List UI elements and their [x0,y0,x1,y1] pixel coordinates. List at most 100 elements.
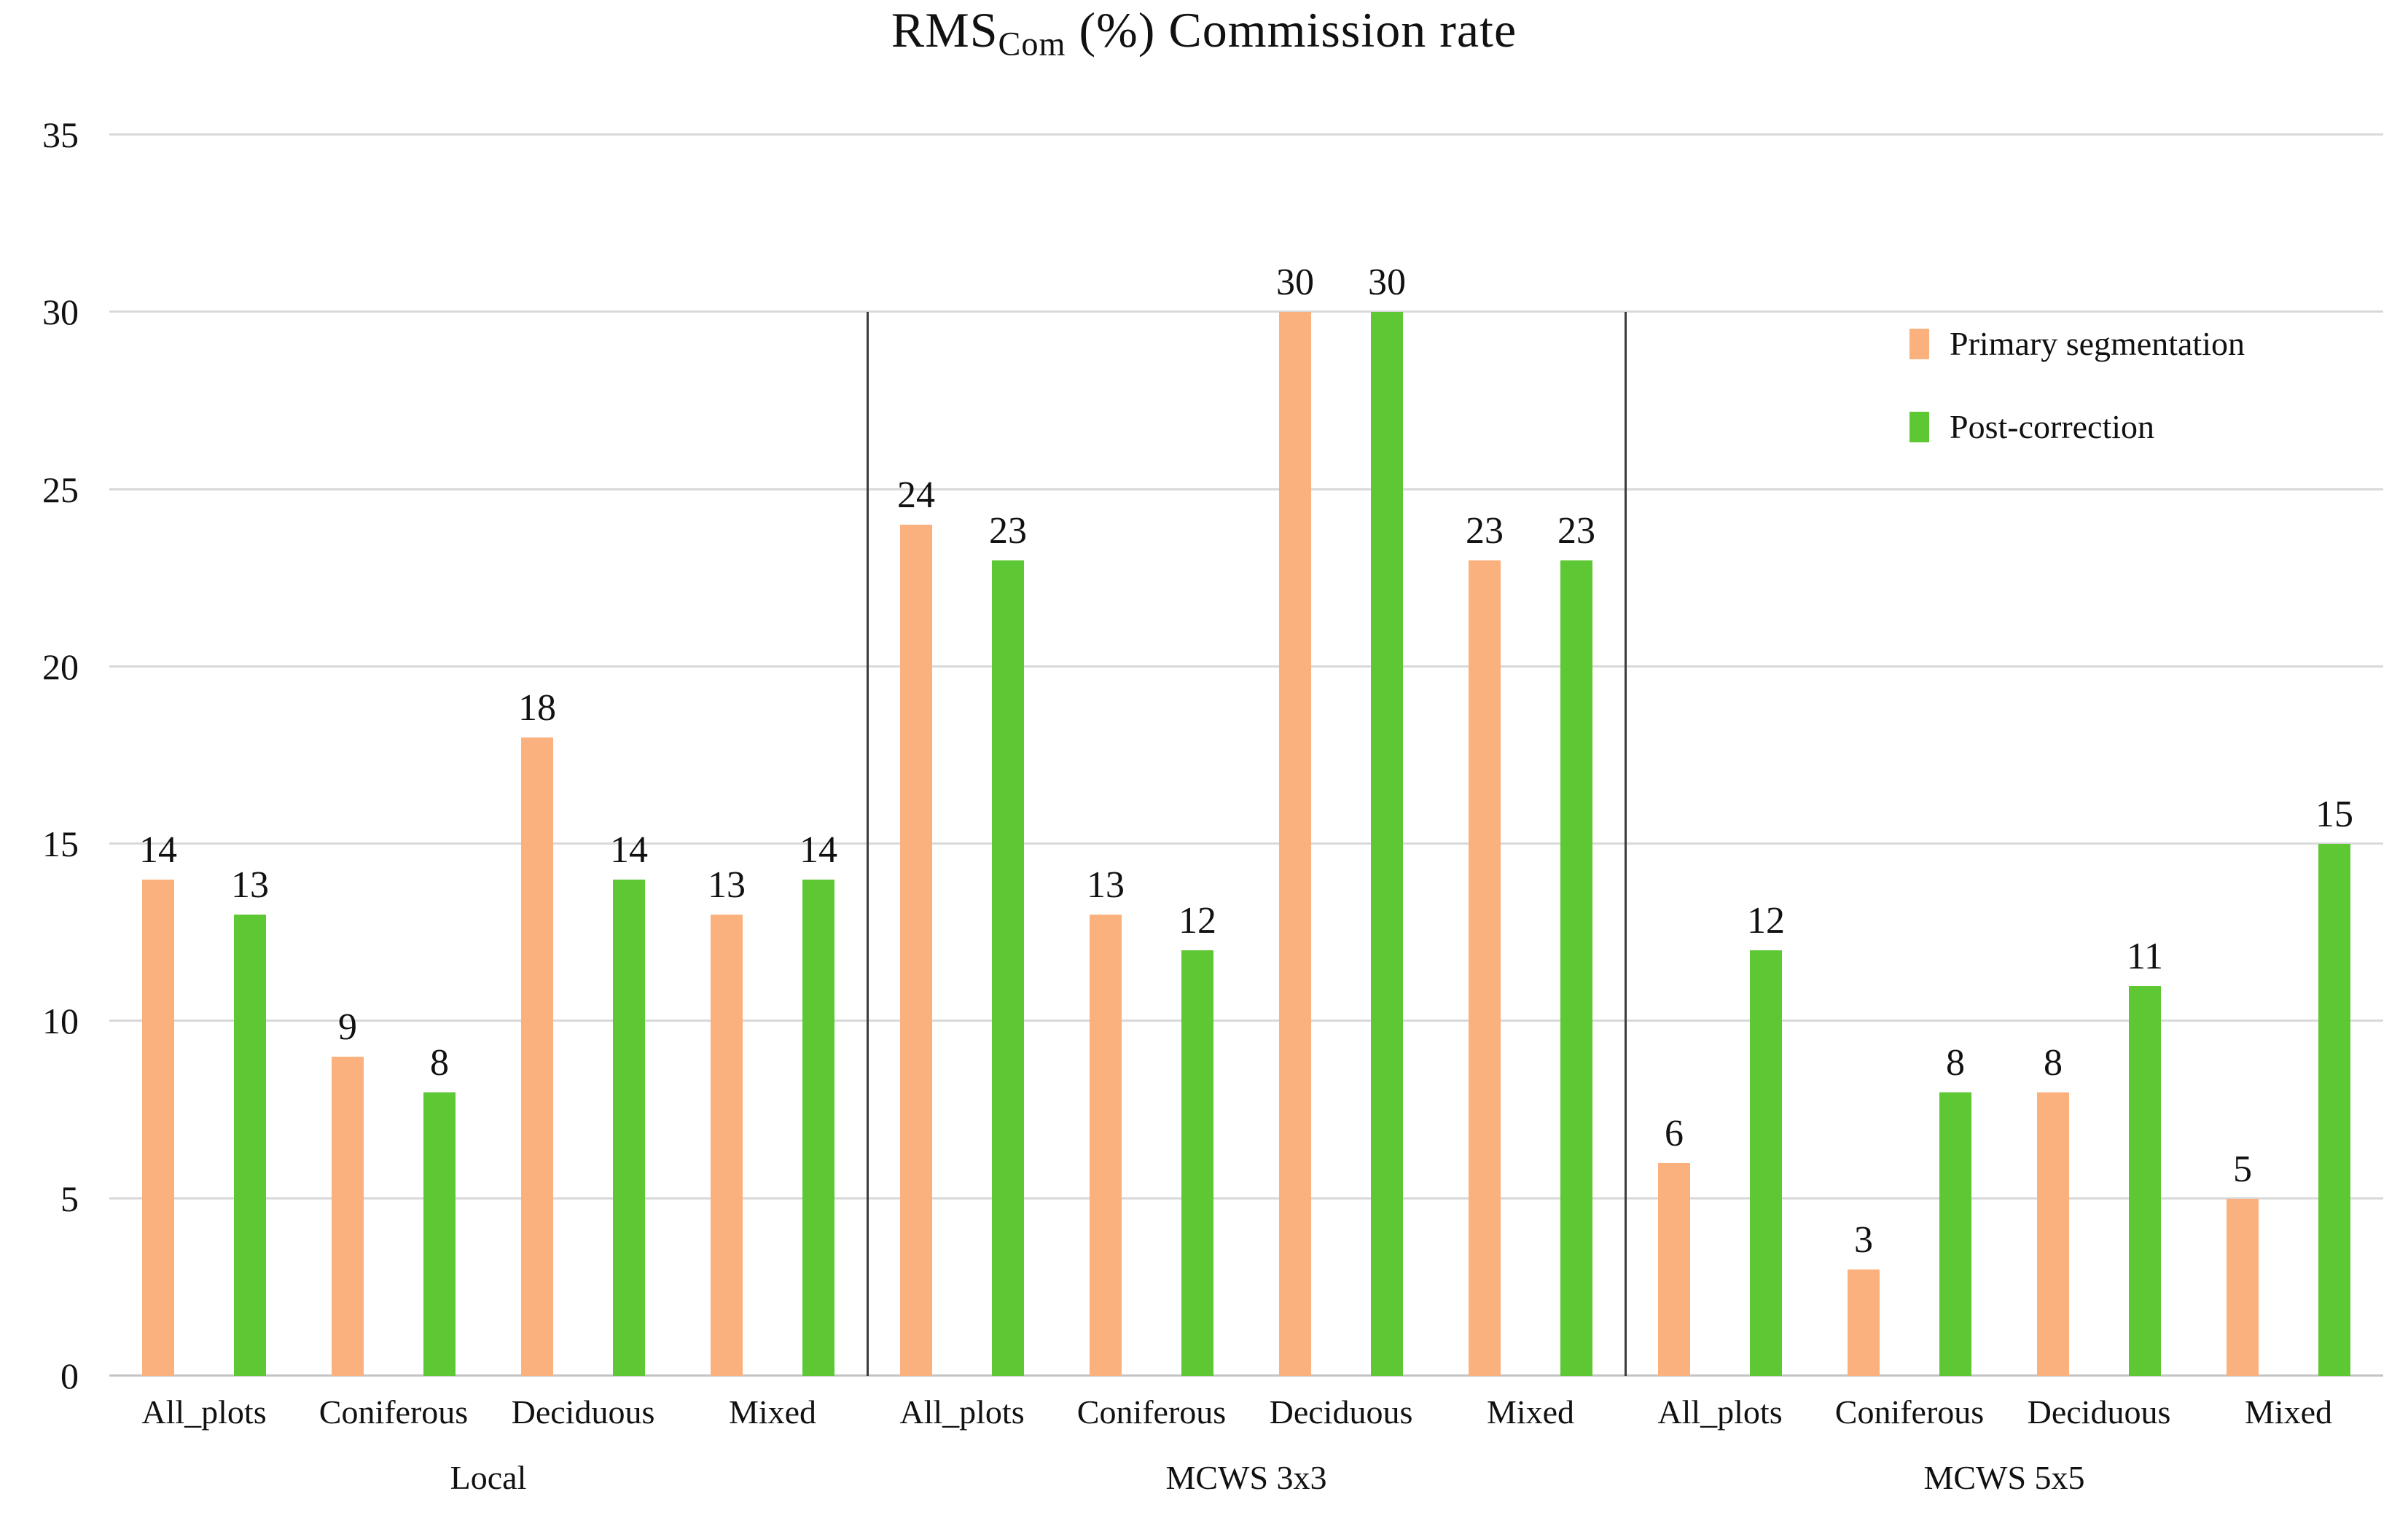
category-label: All_plots [899,1393,1025,1431]
bar-wrap: 8 [423,135,456,1376]
y-axis-tick-label: 5 [60,1178,79,1219]
gridline-10 [109,1020,2383,1022]
bar-value-label: 23 [1557,509,1595,552]
bar-post-correction [1939,1092,1971,1376]
bar-wrap: 8 [2037,135,2069,1376]
y-axis-tick-label: 20 [42,646,79,687]
bar-wrap: 14 [139,135,177,1376]
bar-wrap: 23 [1557,135,1595,1376]
legend-label-primary: Primary segmentation [1950,325,2245,362]
bar-post-correction [992,560,1024,1376]
bar-value-label: 6 [1665,1113,1684,1155]
y-axis-tick-label: 30 [42,291,79,333]
bar-primary-segmentation [2037,1092,2069,1376]
bar-group-local: 14 13 9 8 18 14 13 14 [109,135,867,1376]
bar-wrap: 9 [332,135,364,1376]
bar-wrap: 13 [708,135,746,1376]
category-mixed: 5 15 [2194,135,2383,1376]
bar-primary-segmentation [1658,1163,1690,1376]
y-axis-tick-label: 0 [60,1355,79,1396]
bar-wrap: 24 [897,135,935,1376]
y-axis: 0 5 10 15 20 25 30 35 [0,114,86,1396]
legend: Primary segmentation Post-correction [1909,325,2245,446]
bar-post-correction [613,879,645,1376]
bar-value-label: 8 [1946,1041,1965,1084]
category-deciduous: 30 30 [1246,135,1436,1376]
bar-value-label: 3 [1854,1219,1873,1261]
y-axis-tick-label: 35 [42,114,79,155]
bar-value-label: 14 [800,829,837,871]
bar-value-label: 24 [897,474,935,517]
bar-primary-segmentation [1090,915,1122,1376]
bar-primary-segmentation [521,737,553,1376]
bar-value-label: 14 [139,829,177,871]
bar-post-correction [1371,312,1403,1376]
bar-primary-segmentation [2227,1198,2259,1376]
category-label: Deciduous [1269,1393,1413,1431]
category-deciduous: 8 11 [2004,135,2194,1376]
chart-title-subscript: Com [998,26,1066,63]
category-label-group: All_plots Coniferous Deciduous Mixed [109,1390,867,1436]
bar-primary-segmentation [900,525,932,1376]
chart-title: RMSCom (%) Commission rate [0,1,2408,64]
bar-post-correction [2129,985,2161,1376]
bar-value-label: 13 [708,864,746,907]
category-label: All_plots [141,1393,267,1431]
bar-value-label: 5 [2233,1148,2252,1190]
bar-wrap: 11 [2127,135,2163,1376]
group-label: MCWS 5x5 [1923,1459,2085,1496]
bar-group-mcws-5x5: 6 12 3 8 8 11 5 15 [1625,135,2383,1376]
bar-wrap: 14 [800,135,837,1376]
x-axis-group-labels: Local MCWS 3x3 MCWS 5x5 [109,1456,2383,1501]
bar-wrap: 15 [2315,135,2353,1376]
category-label: All_plots [1657,1393,1783,1431]
category-label-group: All_plots Coniferous Deciduous Mixed [867,1390,1625,1436]
category-coniferous: 13 12 [1057,135,1246,1376]
y-axis-tick-label: 15 [42,823,79,865]
legend-swatch-post-icon [1909,412,1929,442]
gridline-20 [109,665,2383,668]
bar-value-label: 13 [1087,864,1125,907]
bar-value-label: 14 [610,829,648,871]
bar-primary-segmentation [1469,560,1501,1376]
bar-wrap: 3 [1848,135,1880,1376]
bar-wrap: 5 [2227,135,2259,1376]
category-mixed: 23 23 [1436,135,1625,1376]
bar-value-label: 15 [2315,794,2353,836]
bar-primary-segmentation [711,915,743,1376]
bar-value-label: 23 [1466,509,1504,552]
group-label: MCWS 3x3 [1165,1459,1327,1496]
category-label-group: All_plots Coniferous Deciduous Mixed [1625,1390,2383,1436]
bar-post-correction [1750,950,1782,1376]
legend-item-post-correction: Post-correction [1909,408,2245,446]
bar-wrap: 14 [610,135,648,1376]
bar-value-label: 30 [1276,262,1314,304]
bar-value-label: 8 [2044,1041,2063,1084]
bar-primary-segmentation [332,1057,364,1376]
category-label: Mixed [2244,1393,2333,1431]
bar-group-mcws-3x3: 24 23 13 12 30 30 23 23 [867,135,1625,1376]
bar-post-correction [234,915,266,1376]
bar-wrap: 30 [1368,135,1406,1376]
gridline-25 [109,488,2383,490]
bar-primary-segmentation [142,879,174,1376]
bar-wrap: 23 [989,135,1027,1376]
bar-post-correction [1181,950,1213,1376]
bar-wrap: 12 [1747,135,1785,1376]
category-label: Coniferous [318,1393,469,1431]
legend-swatch-primary-icon [1909,329,1929,359]
chart-title-suffix: (%) Commission rate [1066,2,1517,58]
gridline-5 [109,1197,2383,1200]
bar-wrap: 30 [1276,135,1314,1376]
category-label: Mixed [728,1393,817,1431]
bar-value-label: 18 [518,687,556,729]
y-axis-tick-label: 25 [42,469,79,510]
category-label: Deciduous [2027,1393,2171,1431]
bar-wrap: 6 [1658,135,1690,1376]
bar-post-correction [423,1092,456,1376]
bar-post-correction [802,879,834,1376]
bar-primary-segmentation [1848,1269,1880,1376]
